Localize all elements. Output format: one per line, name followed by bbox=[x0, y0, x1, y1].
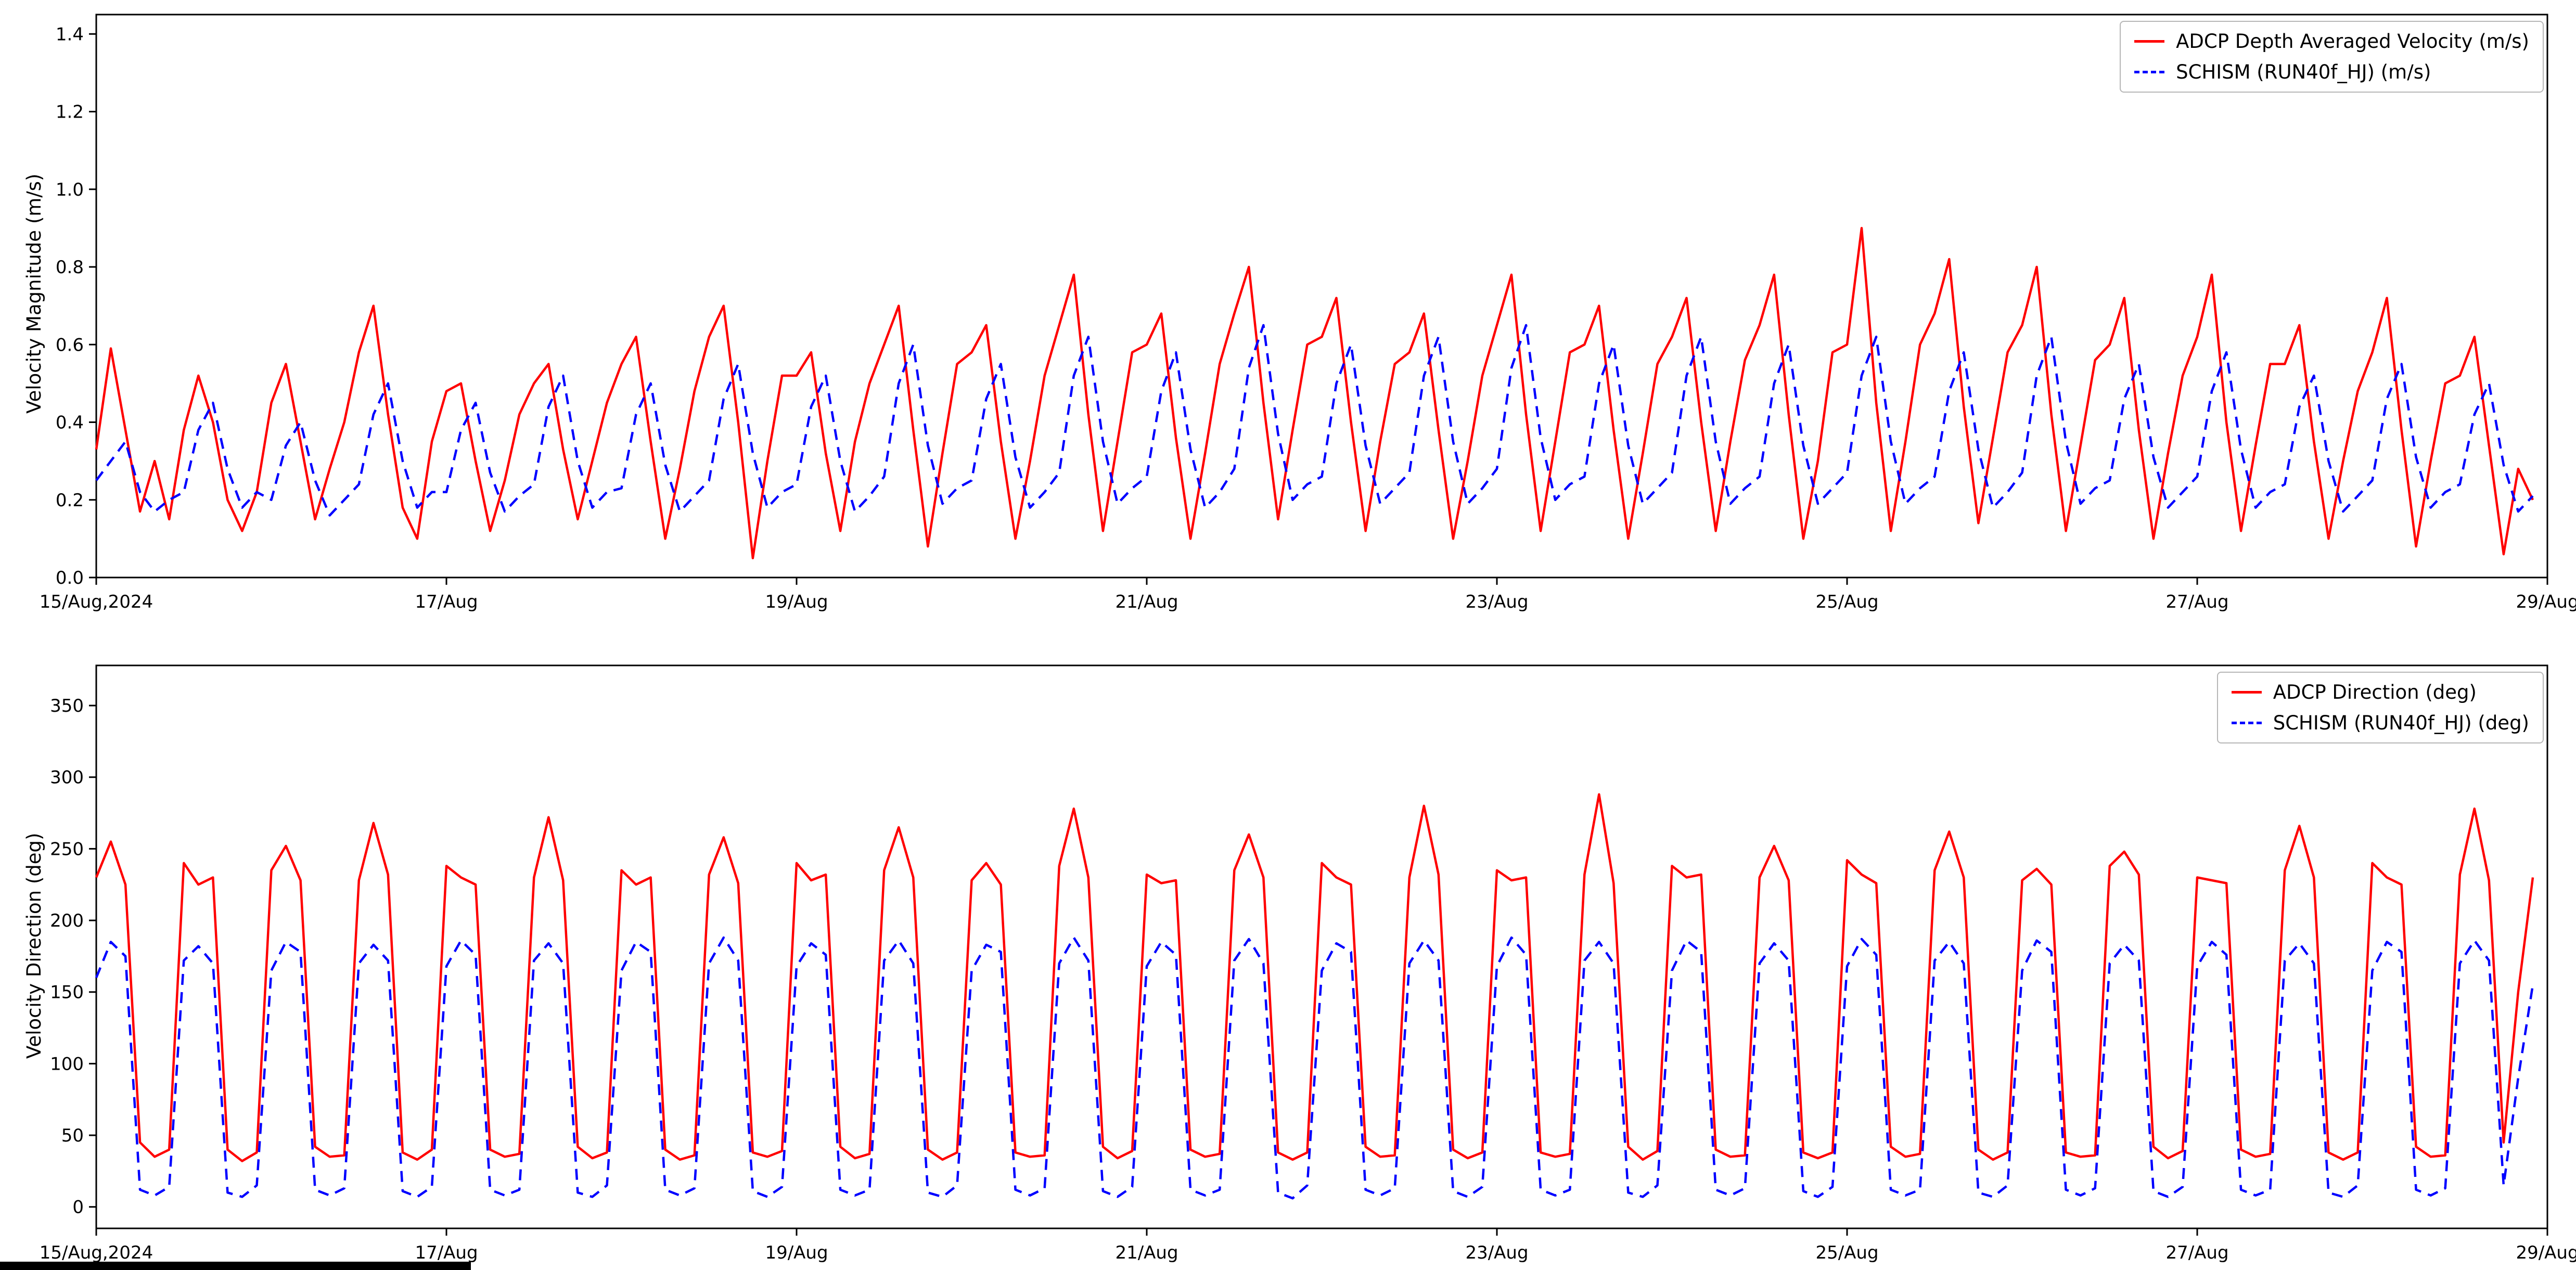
y-tick-label: 100 bbox=[50, 1054, 84, 1074]
legend-entry-schism-direction: SCHISM (RUN40f_HJ) (deg) bbox=[2231, 712, 2529, 734]
series-line-adcp_velocity bbox=[95, 227, 2534, 559]
plot-frame bbox=[95, 14, 2548, 579]
screenshot-artifact-bar bbox=[0, 1262, 471, 1270]
y-tick-label: 150 bbox=[50, 982, 84, 1003]
x-tick-label: 23/Aug bbox=[1465, 592, 1528, 612]
red-solid-line-sample bbox=[2231, 691, 2262, 694]
y-tick-label: 1.0 bbox=[56, 179, 84, 200]
y-tick-label: 300 bbox=[50, 767, 84, 788]
y-tick-label: 1.4 bbox=[56, 24, 84, 45]
velocity-direction-chart: 0 50 100 150 200 250 300 350 15/Aug,2024 17/Aug 19… bbox=[0, 651, 2576, 1270]
x-tick-label: 17/Aug bbox=[415, 592, 478, 612]
series-line-adcp_direction bbox=[95, 793, 2534, 1162]
x-tick-label: 21/Aug bbox=[1115, 1242, 1178, 1263]
y-tick-label: 350 bbox=[50, 696, 84, 716]
y-tick-label: 0 bbox=[72, 1197, 84, 1218]
legend-velocity-magnitude: ADCP Depth Averaged Velocity (m/s) SCHIS… bbox=[2120, 21, 2544, 93]
series-line-schism_velocity bbox=[95, 324, 2534, 517]
y-tick-label: 50 bbox=[61, 1125, 84, 1146]
y-tick-label: 0.6 bbox=[56, 335, 84, 355]
legend-entry-adcp-velocity: ADCP Depth Averaged Velocity (m/s) bbox=[2134, 30, 2529, 53]
x-tick-label: 15/Aug,2024 bbox=[40, 592, 153, 612]
x-tick-label: 27/Aug bbox=[2165, 1242, 2228, 1263]
y-tick-label: 1.2 bbox=[56, 102, 84, 123]
y-tick-label: 0.0 bbox=[56, 568, 84, 588]
blue-dashed-line-sample bbox=[2231, 722, 2262, 724]
x-tick-label: 25/Aug bbox=[1815, 1242, 1878, 1263]
x-tick-label: 23/Aug bbox=[1465, 1242, 1528, 1263]
y-tick-label: 200 bbox=[50, 910, 84, 931]
legend-label-adcp-direction: ADCP Direction (deg) bbox=[2273, 681, 2477, 703]
x-tick-label: 27/Aug bbox=[2165, 592, 2228, 612]
y-tick-label: 250 bbox=[50, 839, 84, 860]
x-tick-label: 25/Aug bbox=[1815, 592, 1878, 612]
legend-label-schism-velocity: SCHISM (RUN40f_HJ) (m/s) bbox=[2176, 61, 2431, 83]
plot-frame bbox=[95, 664, 2548, 1229]
x-tick-label: 29/Aug bbox=[2516, 1242, 2576, 1263]
x-tick-label: 17/Aug bbox=[415, 1242, 478, 1263]
x-tick-label: 19/Aug bbox=[765, 1242, 828, 1263]
red-solid-line-sample bbox=[2134, 40, 2165, 43]
velocity-magnitude-chart: 0.0 0.2 0.4 0.6 0.8 1.0 1.2 1.4 15/Aug,2024 17/Au… bbox=[0, 0, 2576, 619]
x-tick-label: 15/Aug,2024 bbox=[40, 1242, 153, 1263]
x-tick-label: 29/Aug bbox=[2516, 592, 2576, 612]
legend-label-schism-direction: SCHISM (RUN40f_HJ) (deg) bbox=[2273, 712, 2529, 734]
legend-label-adcp-velocity: ADCP Depth Averaged Velocity (m/s) bbox=[2176, 30, 2529, 53]
y-axis-label-velocity-magnitude: Velocity Magnitude (m/s) bbox=[23, 173, 45, 414]
blue-dashed-line-sample bbox=[2134, 71, 2165, 73]
y-tick-label: 0.4 bbox=[56, 413, 84, 433]
legend-entry-adcp-direction: ADCP Direction (deg) bbox=[2231, 681, 2529, 703]
x-tick-label: 19/Aug bbox=[765, 592, 828, 612]
y-tick-label: 0.2 bbox=[56, 490, 84, 511]
legend-entry-schism-velocity: SCHISM (RUN40f_HJ) (m/s) bbox=[2134, 61, 2529, 83]
x-tick-label: 21/Aug bbox=[1115, 592, 1178, 612]
legend-velocity-direction: ADCP Direction (deg) SCHISM (RUN40f_HJ) … bbox=[2216, 672, 2544, 743]
series-line-schism_direction bbox=[95, 936, 2534, 1200]
y-tick-label: 0.8 bbox=[56, 257, 84, 278]
y-axis-label-velocity-direction: Velocity Direction (deg) bbox=[23, 832, 45, 1059]
